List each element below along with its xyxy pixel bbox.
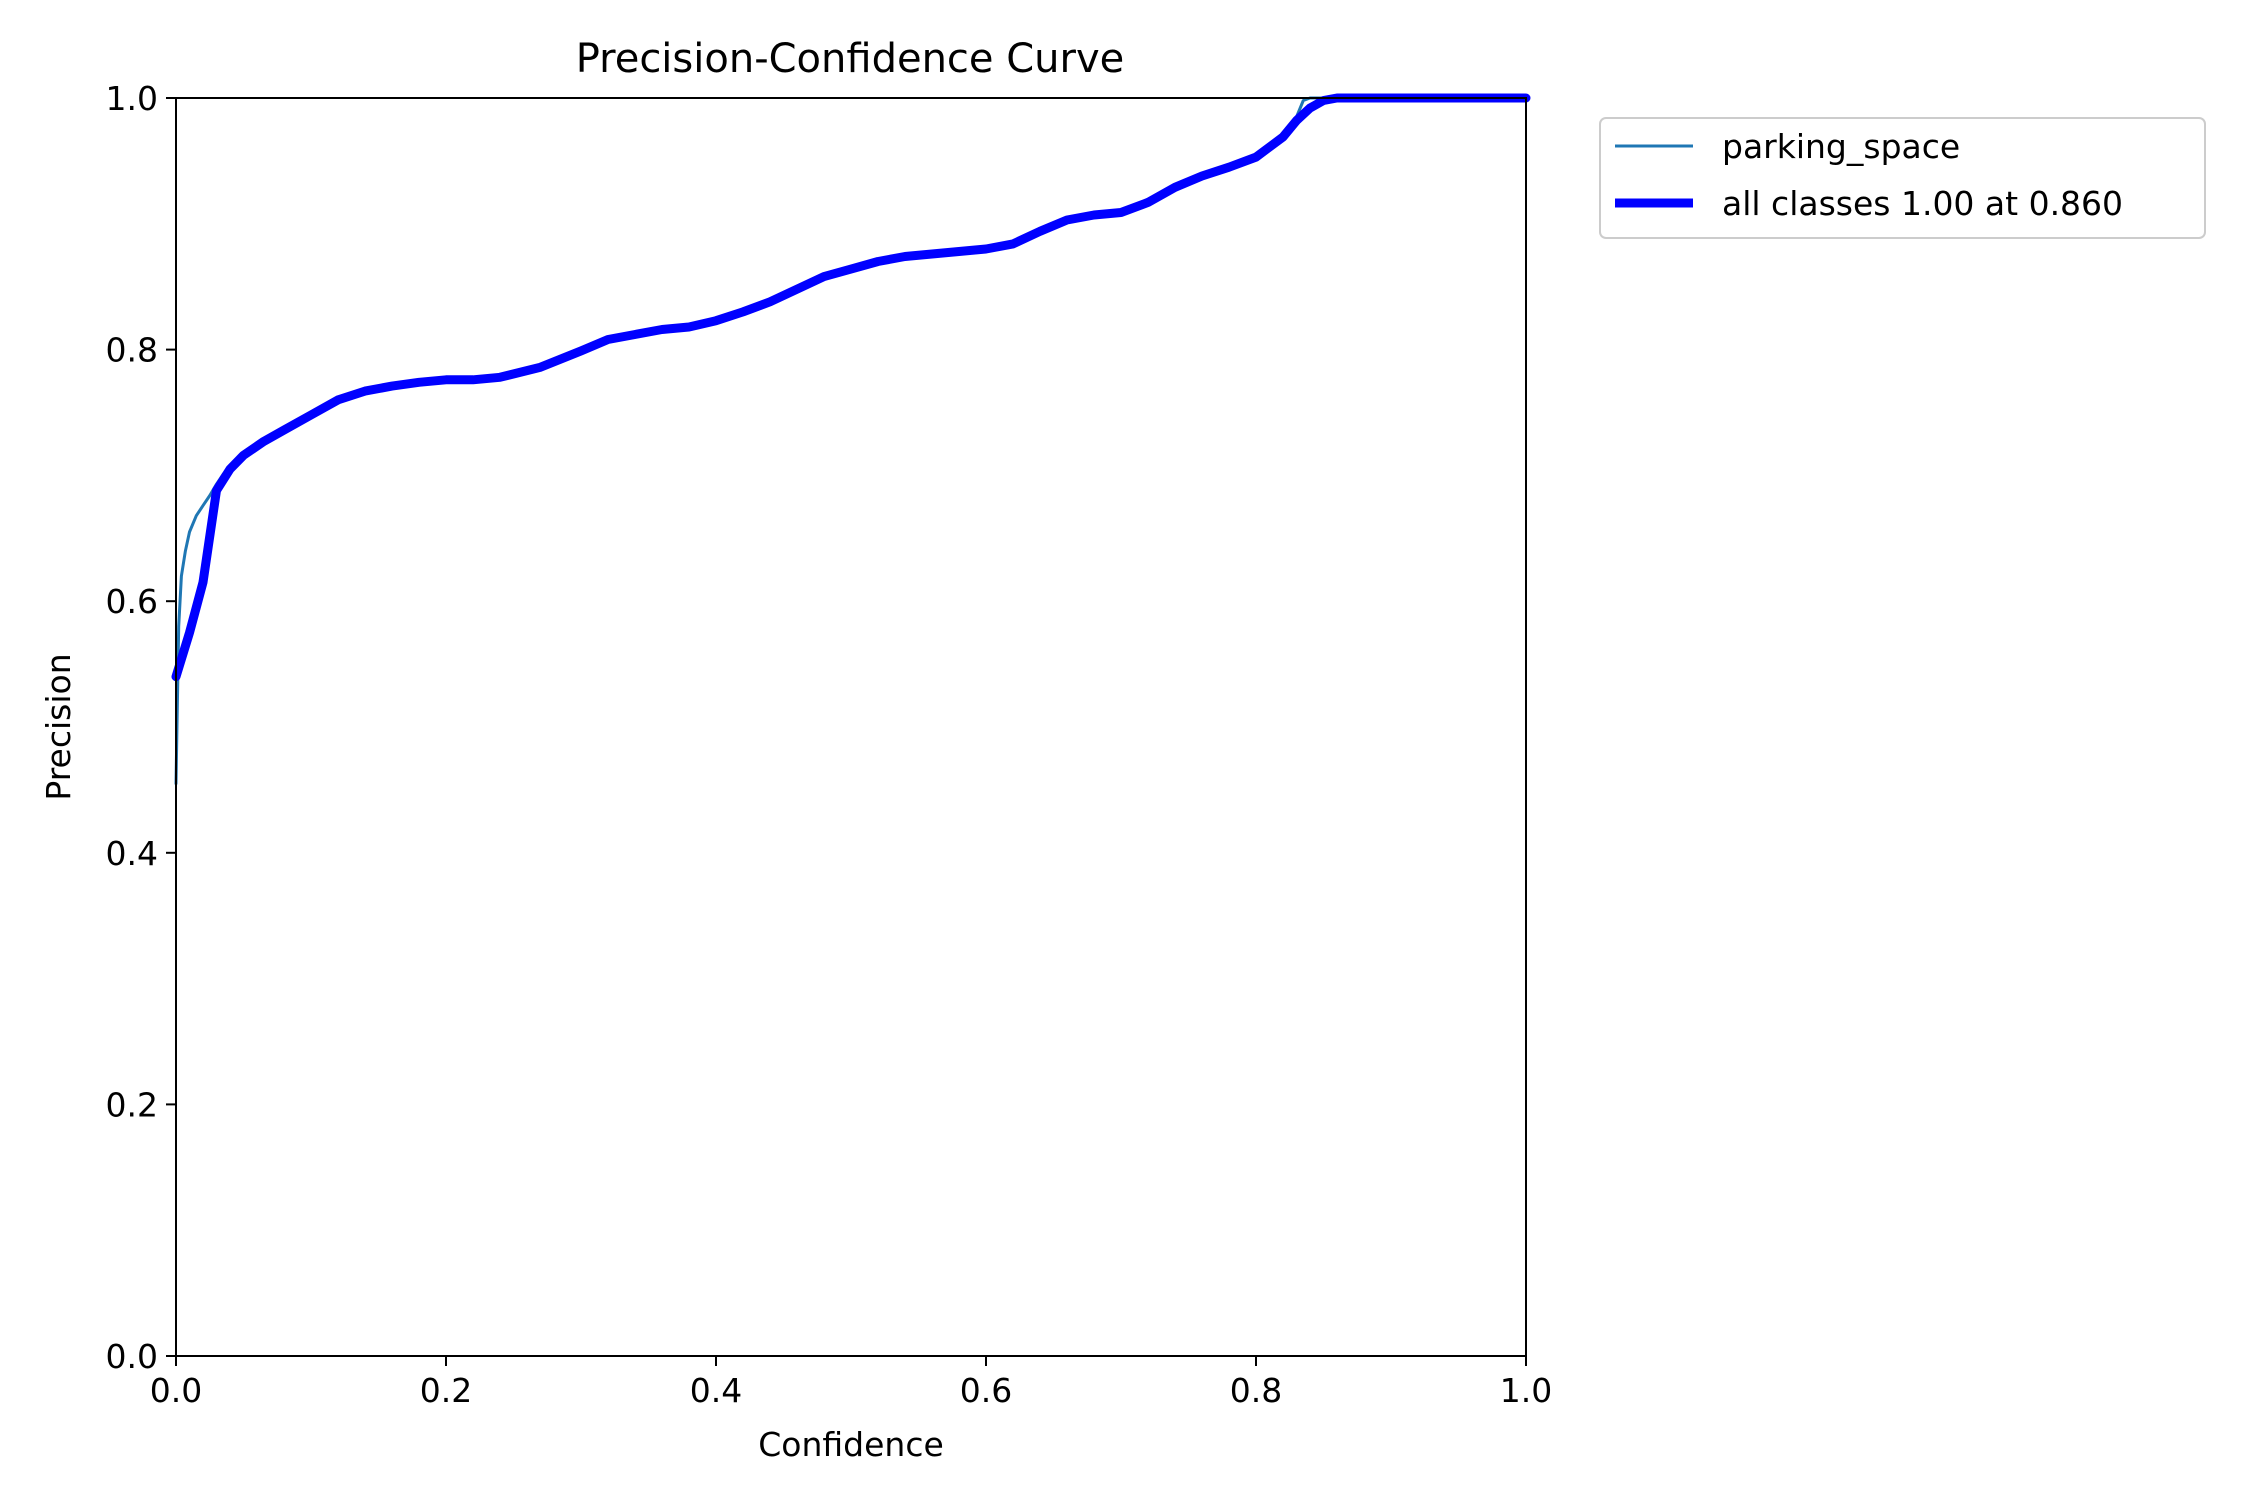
y-axis-ticks: 0.0 0.2 0.4 0.6 0.8 1.0	[106, 79, 176, 1376]
x-axis-ticks: 0.0 0.2 0.4 0.6 0.8 1.0	[150, 1356, 1552, 1410]
x-tick-label: 0.8	[1230, 1371, 1282, 1410]
legend-box	[1599, 117, 2206, 239]
x-tick-label: 1.0	[1500, 1371, 1552, 1410]
x-tick-label: 0.4	[690, 1371, 742, 1410]
y-tick-label: 0.8	[106, 331, 158, 370]
plot-area: 0.0 0.2 0.4 0.6 0.8 1.0 0.0 0.2 0.4 0.6 0.8 1.0	[106, 79, 1553, 1410]
chart-title: Precision-Confidence Curve	[576, 36, 1125, 82]
y-tick-label: 1.0	[106, 79, 158, 118]
y-tick-label: 0.4	[106, 834, 158, 873]
x-axis-label: Confidence	[758, 1425, 944, 1464]
y-axis-label: Precision	[39, 653, 78, 800]
x-tick-label: 0.0	[150, 1371, 202, 1410]
x-tick-label: 0.6	[960, 1371, 1012, 1410]
y-tick-label: 0.2	[106, 1085, 158, 1124]
y-tick-label: 0.0	[106, 1337, 158, 1376]
x-tick-label: 0.2	[420, 1371, 472, 1410]
legend-label-all-classes: all classes 1.00 at 0.860	[1722, 184, 2123, 223]
series-layer	[171, 93, 1531, 786]
legend: parking_space all classes 1.00 at 0.860	[1599, 117, 2206, 239]
y-tick-label: 0.6	[106, 582, 158, 621]
series-line-all-classes-1-00-at-0-860	[171, 93, 1531, 682]
legend-label-parking-space: parking_space	[1722, 127, 1960, 166]
axes-frame	[175, 97, 1527, 1357]
